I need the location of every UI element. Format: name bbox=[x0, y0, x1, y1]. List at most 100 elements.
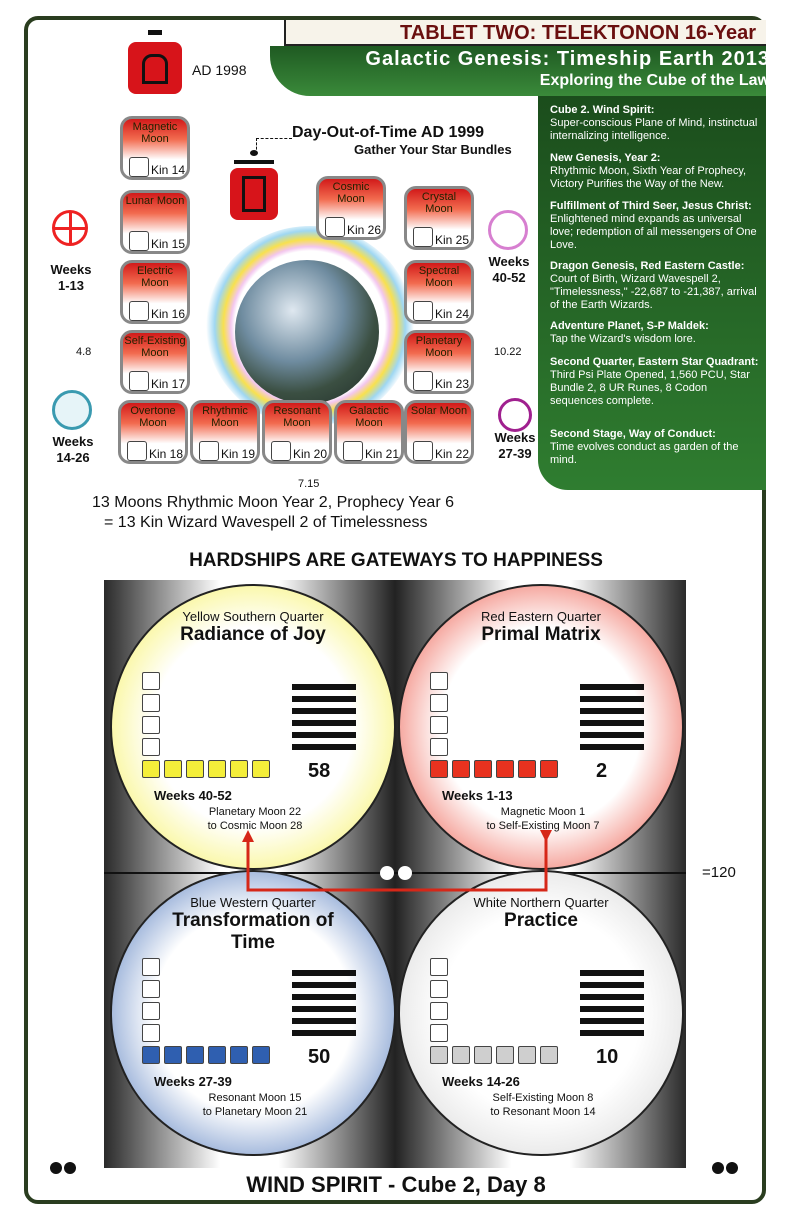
tone-square bbox=[208, 1046, 226, 1064]
tone-square bbox=[142, 760, 160, 778]
seal-1999-icon bbox=[230, 150, 280, 222]
kin-label: Kin 25 bbox=[435, 233, 470, 247]
info-head: Second Stage, Way of Conduct: bbox=[550, 428, 716, 440]
quadrant-range-start: Self-Existing Moon 8 bbox=[492, 1092, 594, 1104]
center-dot-icon bbox=[380, 866, 394, 880]
moon-cell: Cosmic Moon Kin 26 bbox=[316, 176, 386, 240]
hexagram-line bbox=[580, 732, 644, 738]
moon-cell: Resonant Moon Kin 20 bbox=[262, 400, 332, 464]
moon-name: Rhythmic Moon bbox=[202, 405, 248, 429]
tone-square bbox=[540, 1046, 558, 1064]
info-block: Second Stage, Way of Conduct: Time evolve… bbox=[550, 428, 760, 467]
info-body: Time evolves conduct as garden of the mi… bbox=[550, 441, 739, 466]
hexagram-line bbox=[580, 720, 644, 726]
kin-label: Kin 26 bbox=[347, 223, 382, 237]
footer-title: WIND SPIRIT - Cube 2, Day 8 bbox=[246, 1172, 546, 1197]
hexagram-line bbox=[292, 720, 356, 726]
info-head: Second Quarter, Eastern Star Quadrant: bbox=[550, 356, 759, 368]
tone-square bbox=[186, 1046, 204, 1064]
kin-label: Kin 24 bbox=[435, 307, 470, 321]
quadrant-range-start: Resonant Moon 15 bbox=[208, 1092, 302, 1104]
moon-name: Solar Moon bbox=[410, 405, 468, 417]
tone-square bbox=[230, 760, 248, 778]
kin-glyph-icon bbox=[413, 441, 433, 461]
hexagram-line bbox=[292, 1018, 356, 1024]
moon-cell: Magnetic Moon Kin 14 bbox=[120, 116, 190, 180]
moon-name: Planetary Moon bbox=[415, 335, 463, 359]
hexagram-number: 2 bbox=[596, 760, 608, 782]
moon-name: Cosmic Moon bbox=[332, 181, 370, 205]
info-head: Fulfillment of Third Seer, Jesus Christ: bbox=[550, 200, 752, 212]
tone-square bbox=[142, 1046, 160, 1064]
quadrant-range-start: Magnetic Moon 1 bbox=[500, 806, 586, 818]
info-body: Super-conscious Plane of Mind, instinctu… bbox=[550, 117, 758, 142]
moon-cell: Self-Existing Moon Kin 17 bbox=[120, 330, 190, 394]
kin-glyph-icon bbox=[129, 157, 149, 177]
tone-square bbox=[208, 760, 226, 778]
summary-line-1: 13 Moons Rhythmic Moon Year 2, Prophecy … bbox=[92, 494, 454, 511]
tablet-header: TABLET TWO: TELEKTONON 16-Year Chronogra… bbox=[284, 20, 766, 70]
mark-7-15: 7.15 bbox=[298, 478, 320, 490]
tone-square bbox=[142, 694, 160, 712]
quadrant-name: Primal Matrix bbox=[481, 624, 601, 645]
kin-label: Kin 14 bbox=[151, 163, 186, 177]
quadrant-sub: Yellow Southern Quarter bbox=[182, 609, 324, 624]
moon-name: Crystal Moon bbox=[421, 191, 457, 215]
page-subtitle: Exploring the Cube of the Law bbox=[539, 72, 770, 89]
tone-square bbox=[452, 1046, 470, 1064]
tone-square bbox=[142, 958, 160, 976]
tone-square bbox=[252, 1046, 270, 1064]
quadrant-range-end: to Planetary Moon 21 bbox=[202, 1106, 308, 1118]
kin-label: Kin 23 bbox=[435, 377, 470, 391]
hardships-title: HARDSHIPS ARE GATEWAYS TO HAPPINESS bbox=[189, 550, 603, 571]
tone-square bbox=[142, 1002, 160, 1020]
hexagram-line bbox=[580, 1006, 644, 1012]
hexagram-line bbox=[292, 994, 356, 1000]
tone-square bbox=[164, 760, 182, 778]
kin-label: Kin 22 bbox=[435, 447, 470, 461]
kin-label: Kin 20 bbox=[293, 447, 328, 461]
moon-cell: Rhythmic Moon Kin 19 bbox=[190, 400, 260, 464]
info-head: Dragon Genesis, Red Eastern Castle: bbox=[550, 260, 745, 272]
hexagram-line bbox=[580, 994, 644, 1000]
hexagram-line bbox=[292, 732, 356, 738]
quadrant-range-end: to Resonant Moon 14 bbox=[490, 1106, 596, 1118]
quadrant-heading: Yellow Southern Quarter Radiance of Joy bbox=[153, 610, 353, 646]
moon-name: Self-Existing Moon bbox=[124, 335, 186, 359]
info-block: New Genesis, Year 2: Rhythmic Moon, Sixth… bbox=[550, 152, 760, 191]
tone-square bbox=[474, 760, 492, 778]
mark-4-8: 4.8 bbox=[76, 346, 92, 358]
summary-line-2: = 13 Kin Wizard Wavespell 2 of Timelessn… bbox=[104, 514, 428, 531]
weeks-range: 40-52 bbox=[492, 270, 526, 285]
tone-square bbox=[252, 760, 270, 778]
kin-glyph-icon bbox=[127, 441, 147, 461]
kin-label: Kin 19 bbox=[221, 447, 256, 461]
moon-cell: Overtone Moon Kin 18 bbox=[118, 400, 188, 464]
kin-glyph-icon bbox=[343, 441, 363, 461]
weeks-range: 1-13 bbox=[57, 278, 85, 293]
info-body: Court of Birth, Wizard Wavespell 2, "Tim… bbox=[550, 273, 757, 311]
quadrant-weeks: Weeks 1-13 bbox=[442, 788, 513, 803]
info-block: Second Quarter, Eastern Star Quadrant: Th… bbox=[550, 356, 760, 408]
info-body: Third Psi Plate Opened, 1,560 PCU, Star … bbox=[550, 369, 750, 407]
hexagram-line bbox=[292, 744, 356, 750]
kin-label: Kin 15 bbox=[151, 237, 186, 251]
weeks-label: Weeks bbox=[50, 262, 92, 277]
dayout-title: Day-Out-of-Time AD 1999 bbox=[292, 124, 485, 141]
tone-square bbox=[430, 694, 448, 712]
moon-cell: Electric Moon Kin 16 bbox=[120, 260, 190, 324]
quadrant-range-end: to Self-Existing Moon 7 bbox=[486, 820, 600, 832]
kin-glyph-icon bbox=[325, 217, 345, 237]
quadrant-range-end: to Cosmic Moon 28 bbox=[207, 820, 303, 832]
corner-dot-icon bbox=[50, 1162, 62, 1174]
corner-dot-icon bbox=[712, 1162, 724, 1174]
dayout-sub: Gather Your Star Bundles bbox=[354, 142, 512, 157]
dayout-leader bbox=[256, 138, 292, 140]
weeks-label: Weeks bbox=[52, 434, 94, 449]
tone-square bbox=[496, 760, 514, 778]
kin-glyph-icon bbox=[413, 227, 433, 247]
tone-square bbox=[540, 760, 558, 778]
info-panel bbox=[538, 96, 766, 490]
info-block: Adventure Planet, S-P Maldek: Tap the Wiz… bbox=[550, 320, 760, 346]
tone-square bbox=[430, 738, 448, 756]
